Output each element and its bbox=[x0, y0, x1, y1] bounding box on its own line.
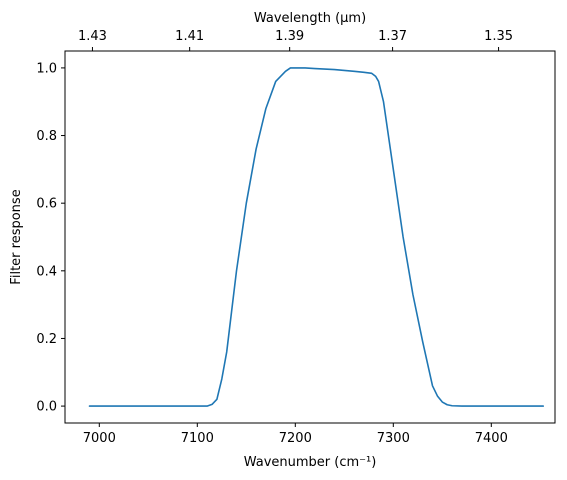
x-tick-label: 7200 bbox=[279, 431, 312, 446]
top-tick-label: 1.35 bbox=[484, 29, 513, 44]
x-tick-label: 7000 bbox=[83, 431, 116, 446]
y-tick-label: 0.0 bbox=[36, 400, 57, 415]
y-tick-label: 1.0 bbox=[36, 61, 57, 76]
x-tick-label: 7100 bbox=[181, 431, 214, 446]
top-tick-label: 1.37 bbox=[378, 29, 407, 44]
y-axis-label: Filter response bbox=[9, 189, 24, 284]
x-tick-label: 7400 bbox=[475, 431, 508, 446]
top-tick-label: 1.43 bbox=[78, 29, 107, 44]
secondary-x-axis-label: Wavelength (μm) bbox=[254, 11, 366, 26]
x-tick-label: 7300 bbox=[377, 431, 410, 446]
y-tick-label: 0.6 bbox=[36, 197, 57, 212]
x-axis-label: Wavenumber (cm⁻¹) bbox=[244, 455, 377, 470]
filter-response-line bbox=[88, 67, 545, 407]
top-tick-label: 1.39 bbox=[275, 29, 304, 44]
y-tick-label: 0.2 bbox=[36, 332, 57, 347]
top-tick-label: 1.41 bbox=[175, 29, 204, 44]
y-tick-label: 0.4 bbox=[36, 264, 57, 279]
plot-area bbox=[64, 50, 556, 424]
y-tick-label: 0.8 bbox=[36, 129, 57, 144]
